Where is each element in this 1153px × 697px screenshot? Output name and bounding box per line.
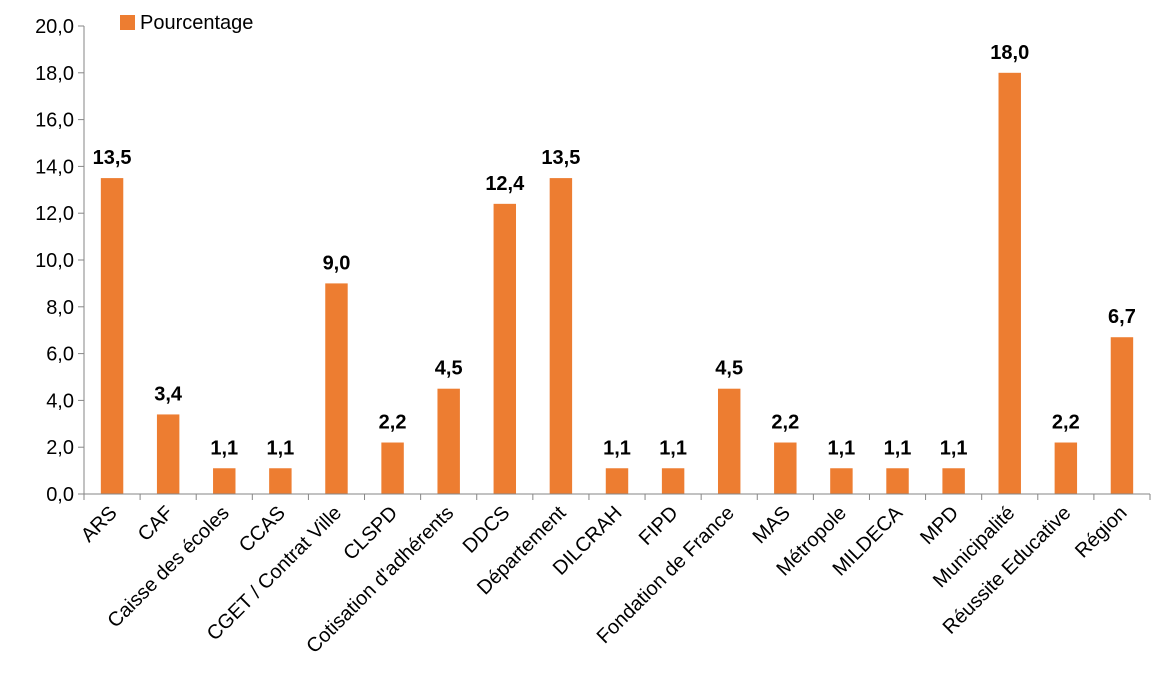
bar [156,414,180,494]
bars [100,72,1134,495]
y-tick-label: 6,0 [46,344,74,366]
data-label: 13,5 [93,147,132,169]
bar [437,388,460,494]
legend-swatch [120,15,135,30]
bar [549,178,573,494]
y-tick-label: 20,0 [35,16,74,38]
x-tick-label: MPD [916,502,963,549]
x-tick-label: FIPD [635,502,683,550]
y-tick-label: 16,0 [35,110,74,132]
data-label: 1,1 [659,437,687,459]
data-label: 1,1 [884,437,912,459]
data-label: 4,5 [715,358,743,380]
y-tick-label: 12,0 [35,203,74,225]
x-tick-label: CAF [134,502,178,546]
x-tick-label: CCAS [235,502,290,557]
bar [830,468,853,494]
bar [1110,337,1134,494]
data-label: 1,1 [266,437,294,459]
data-label: 4,5 [435,358,463,380]
data-label: 1,1 [828,437,856,459]
x-tick-label: Région [1071,502,1131,562]
data-label: 6,7 [1108,306,1136,328]
bar [1054,442,1078,494]
bar [661,468,685,494]
legend-label: Pourcentage [140,12,253,34]
bar [325,283,348,494]
data-label: 18,0 [990,42,1029,64]
bar [774,442,797,494]
y-tick-label: 10,0 [35,250,74,272]
y-tick-label: 2,0 [46,437,74,459]
data-label: 1,1 [940,437,968,459]
x-tick-label: ARS [77,502,122,547]
bar [717,388,741,494]
bar [998,72,1021,495]
y-tick-label: 8,0 [46,297,74,319]
data-label: 3,4 [154,383,183,405]
bar [605,468,629,494]
data-label: 2,2 [379,412,407,434]
data-labels: 13,5 3,4 1,1 1,1 9,0 2,2 4,5 12,4 13,5 1,1 1,1 4,5 2… [93,42,1136,459]
data-label: 12,4 [485,173,525,195]
data-label: 1,1 [603,437,631,459]
data-label: 1,1 [210,437,238,459]
y-tick-label: 0,0 [46,484,74,506]
legend: Pourcentage [120,12,253,34]
bar [942,468,965,494]
data-label: 2,2 [771,412,799,434]
y-tick-label: 18,0 [35,63,74,85]
bar [886,468,909,494]
bar [213,468,236,494]
y-axis: 0,0 2,0 4,0 6,0 8,0 10,0 12,0 14,0 16,0 18,0 20,0 [35,16,85,506]
x-tick-label: DDCS [459,502,515,558]
y-tick-label: 14,0 [35,156,74,178]
bar [269,468,292,494]
x-tick-label: MAS [749,502,795,548]
data-label: 13,5 [541,147,580,169]
y-tick-label: 4,0 [46,390,74,412]
bar [493,203,517,494]
bar [381,442,404,494]
data-label: 2,2 [1052,412,1080,434]
bar [100,178,124,494]
data-label: 9,0 [323,252,351,274]
